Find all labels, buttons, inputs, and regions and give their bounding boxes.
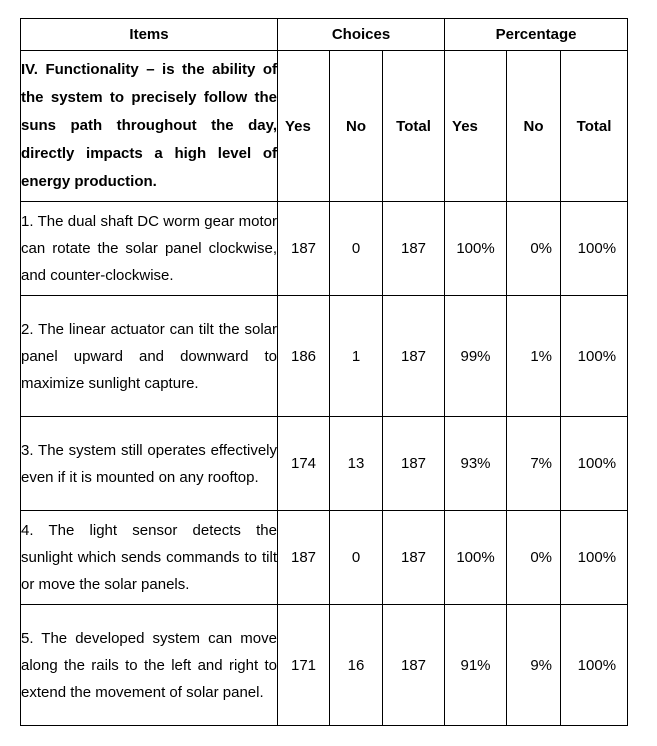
total-count: 187 [381,295,446,417]
yes-percent: 100% [444,510,508,605]
total-percent: 100% [560,416,629,511]
yes-percent: 93% [444,416,508,511]
no-count: 0 [329,201,383,296]
total-count: 187 [381,201,446,296]
yes-count: 187 [277,201,330,296]
no-count: 0 [329,510,383,605]
yes-percent: 99% [444,295,508,417]
table-row: 5. The developed system can move along t… [20,604,629,726]
subheader-no: No [329,50,383,202]
section-title: IV. Functionality – is the ability of th… [20,50,278,202]
subheader-row: IV. Functionality – is the ability of th… [20,50,629,202]
total-percent: 100% [560,201,629,296]
no-percent: 7% [506,416,562,511]
table-row: 4. The light sensor detects the sunlight… [20,510,629,605]
total-percent: 100% [560,510,629,605]
no-percent: 0% [506,510,562,605]
item-text: 1. The dual shaft DC worm gear motor can… [20,201,278,296]
total-percent: 100% [560,604,629,726]
yes-percent: 91% [444,604,508,726]
total-count: 187 [381,416,446,511]
yes-percent: 100% [444,201,508,296]
table-row: 1. The dual shaft DC worm gear motor can… [20,201,629,296]
total-count: 187 [381,604,446,726]
no-count: 13 [329,416,383,511]
no-percent: 1% [506,295,562,417]
yes-count: 187 [277,510,330,605]
survey-table: Items Choices Percentage IV. Functionali… [20,18,629,726]
subheader-pct-yes: Yes [444,50,508,202]
subheader-total: Total [381,50,446,202]
item-text: 2. The linear actuator can tilt the sola… [20,295,278,417]
subheader-pct-no: No [506,50,562,202]
item-text: 5. The developed system can move along t… [20,604,278,726]
header-items: Items [20,18,278,51]
table-row: 3. The system still operates effectively… [20,416,629,511]
item-text: 3. The system still operates effectively… [20,416,278,511]
item-text: 4. The light sensor detects the sunlight… [20,510,278,605]
header-percentage: Percentage [444,18,629,51]
total-count: 187 [381,510,446,605]
subheader-yes: Yes [277,50,330,202]
total-percent: 100% [560,295,629,417]
yes-count: 186 [277,295,330,417]
yes-count: 171 [277,604,330,726]
no-percent: 9% [506,604,562,726]
no-count: 16 [329,604,383,726]
table-row: 2. The linear actuator can tilt the sola… [20,295,629,417]
yes-count: 174 [277,416,330,511]
header-row: Items Choices Percentage [20,18,629,51]
no-count: 1 [329,295,383,417]
no-percent: 0% [506,201,562,296]
subheader-pct-total: Total [560,50,629,202]
header-choices: Choices [276,18,446,51]
